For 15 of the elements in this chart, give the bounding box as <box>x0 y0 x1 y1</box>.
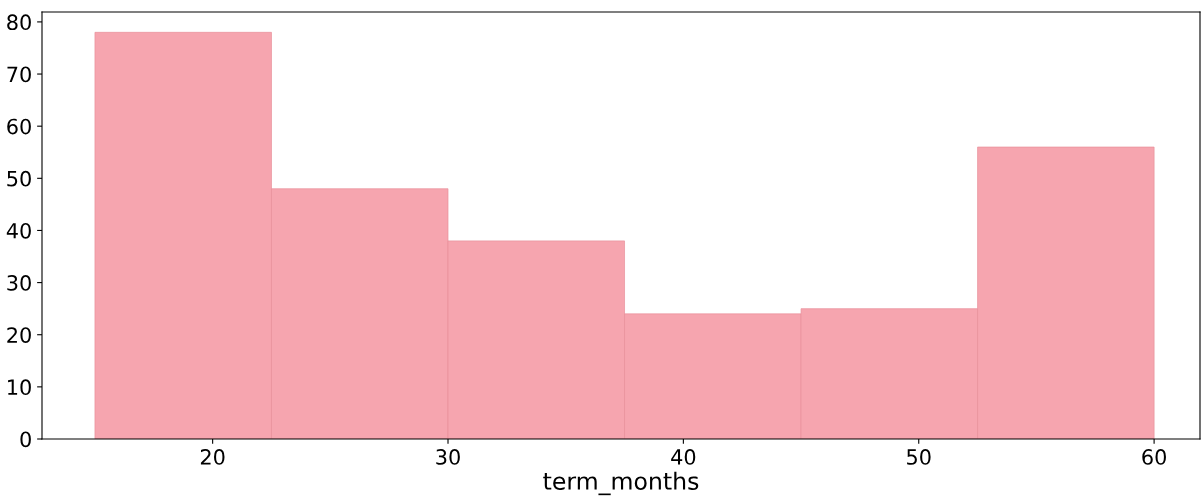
y-tick-label: 40 <box>6 222 31 239</box>
x-tick-label: 60 <box>1142 449 1166 465</box>
y-tick-label: 70 <box>7 66 31 83</box>
y-tick-label: 60 <box>7 118 31 135</box>
x-tick-label: 30 <box>436 449 460 465</box>
x-tick-label: 50 <box>907 449 931 465</box>
y-tick-label: 30 <box>7 275 31 291</box>
x-tick-label: 20 <box>200 449 225 465</box>
x-tick-label: 40 <box>671 449 696 465</box>
x-axis-title: term_months <box>543 471 699 496</box>
y-tick-label: 50 <box>7 170 31 187</box>
y-tick-label: 0 <box>20 431 31 448</box>
y-tick-label: 20 <box>7 327 31 343</box>
y-tick-label: 10 <box>8 379 31 396</box>
y-tick-label: 80 <box>7 14 31 31</box>
